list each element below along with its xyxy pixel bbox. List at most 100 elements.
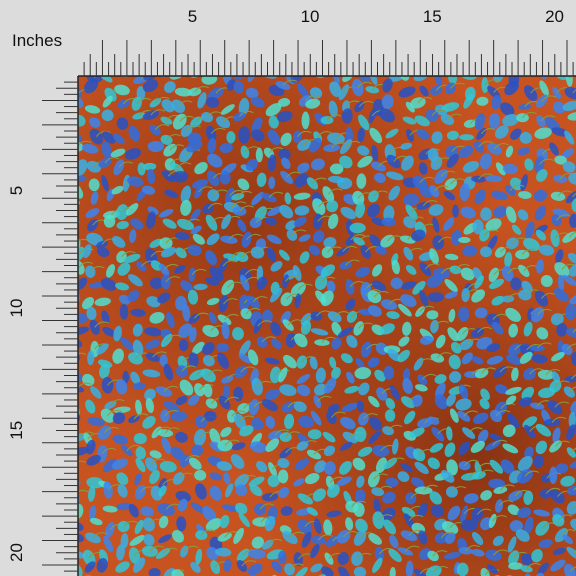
leaf — [96, 557, 108, 573]
leaf — [415, 384, 428, 392]
leaf — [504, 252, 513, 268]
leaf — [446, 393, 456, 407]
leaf — [115, 282, 130, 291]
leaf — [560, 475, 575, 487]
leaf — [96, 240, 109, 249]
vine — [407, 247, 423, 254]
leaf — [158, 515, 169, 529]
leaf — [356, 400, 365, 413]
leaf — [142, 369, 161, 378]
leaf — [375, 457, 387, 474]
leaf — [119, 304, 129, 320]
leaf — [502, 443, 519, 454]
leaf — [414, 115, 430, 127]
leaf — [251, 129, 265, 142]
leaf — [402, 116, 417, 125]
vine — [560, 529, 576, 536]
leaf — [566, 424, 576, 441]
leaf — [170, 411, 188, 422]
leaf — [501, 265, 514, 282]
vine — [569, 566, 576, 573]
leaf — [458, 236, 471, 244]
leaf — [435, 334, 446, 349]
leaf — [490, 190, 508, 201]
leaf — [182, 304, 191, 322]
leaf — [462, 160, 480, 173]
leaf — [187, 244, 202, 256]
leaf — [102, 458, 118, 473]
leaf — [112, 412, 126, 425]
leaf — [277, 98, 291, 107]
leaf — [307, 429, 322, 440]
leaf — [570, 400, 576, 415]
leaf — [460, 519, 478, 531]
leaf — [135, 399, 142, 415]
leaf — [536, 327, 549, 340]
leaf — [489, 459, 504, 474]
vine — [150, 458, 166, 465]
vine — [540, 115, 556, 122]
leaf — [323, 519, 333, 536]
leaf — [329, 356, 337, 369]
vine — [541, 292, 556, 299]
leaf — [458, 547, 473, 555]
leaf — [265, 415, 276, 429]
leaf — [178, 323, 193, 338]
leaf — [194, 162, 208, 175]
leaf — [84, 105, 101, 114]
leaf — [293, 216, 307, 227]
leaf — [327, 132, 345, 145]
leaf — [491, 94, 502, 110]
leaf — [456, 562, 469, 576]
leaf — [141, 185, 156, 195]
vine — [185, 218, 200, 225]
leaf — [345, 517, 354, 531]
leaf — [418, 530, 428, 545]
leaf — [221, 321, 230, 340]
leaf — [142, 79, 159, 93]
leaf — [410, 97, 426, 109]
vine — [377, 485, 392, 493]
vine — [468, 427, 483, 434]
vine — [181, 365, 197, 372]
leaf — [206, 233, 220, 246]
leaf — [519, 351, 533, 364]
leaf — [190, 208, 201, 222]
leaf — [113, 406, 131, 414]
leaf — [515, 249, 530, 260]
vine — [374, 290, 389, 298]
vine — [162, 547, 178, 554]
leaf — [159, 354, 168, 367]
leaf — [557, 274, 565, 291]
leaf — [313, 230, 325, 243]
leaf — [460, 76, 477, 80]
vine — [224, 396, 239, 403]
vine — [356, 552, 372, 559]
vine — [419, 305, 435, 312]
leaf — [310, 328, 329, 336]
leaf — [371, 144, 379, 162]
leaf — [418, 162, 428, 175]
leaf — [220, 427, 232, 438]
leaf — [215, 547, 232, 557]
leaf — [81, 143, 99, 154]
leaf — [447, 327, 459, 342]
leaf — [535, 423, 552, 437]
leaf — [555, 249, 564, 263]
leaf — [509, 520, 524, 532]
leaf — [221, 504, 240, 512]
leaf — [507, 504, 520, 515]
leaf — [115, 378, 128, 395]
leaf — [310, 158, 325, 171]
leaf — [205, 214, 218, 231]
leaf — [388, 548, 402, 563]
leaf — [502, 424, 516, 438]
leaf — [434, 374, 447, 384]
vine — [554, 232, 570, 239]
leaf — [194, 469, 207, 481]
leaf — [78, 384, 85, 393]
leaf — [89, 117, 101, 128]
leaf — [493, 76, 505, 83]
leaf — [233, 527, 245, 545]
leaf — [337, 177, 353, 190]
